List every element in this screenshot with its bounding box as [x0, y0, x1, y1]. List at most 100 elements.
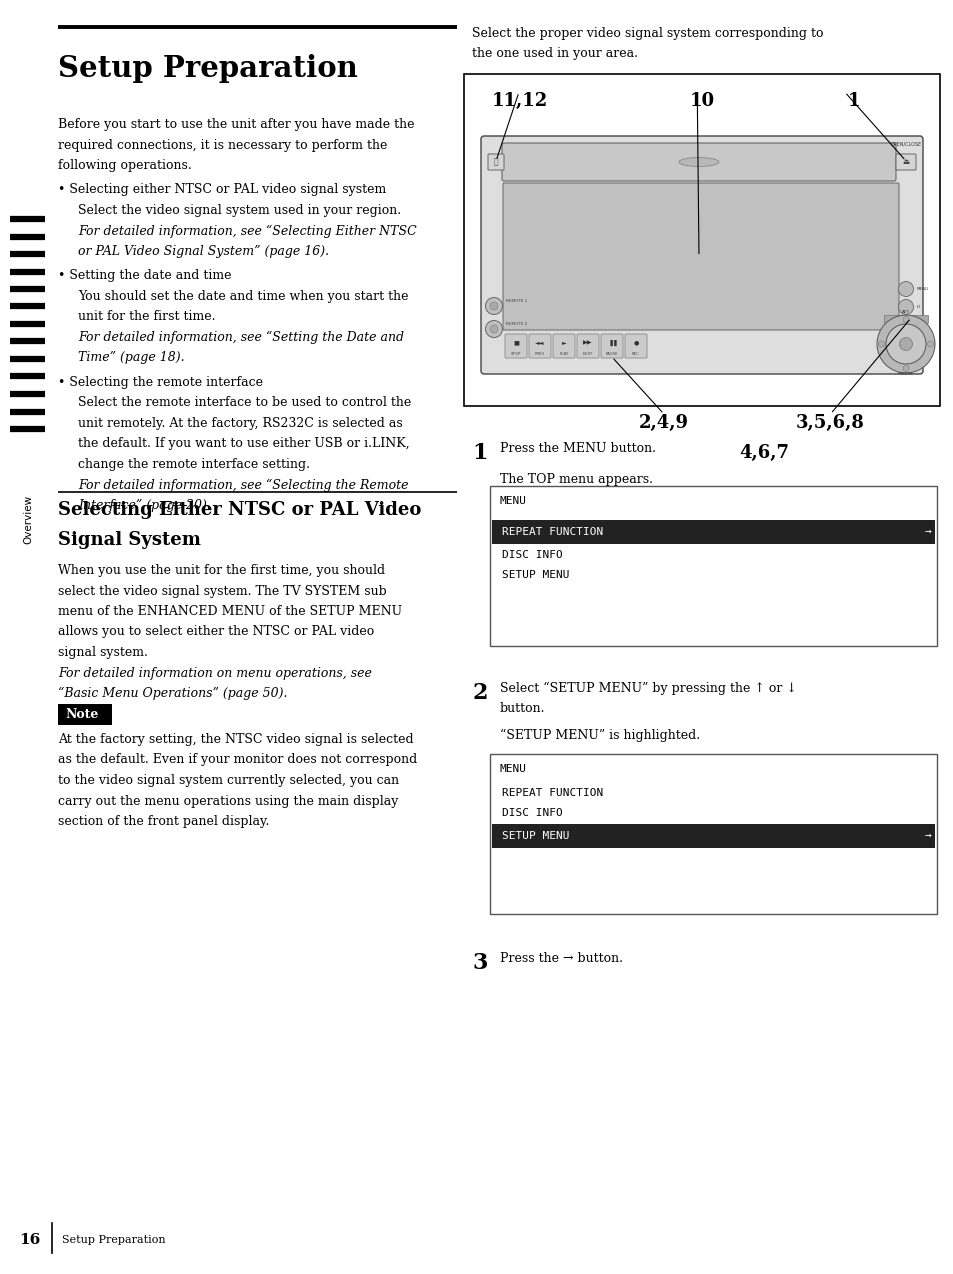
Text: →: →	[923, 527, 930, 538]
Text: required connections, it is necessary to perform the: required connections, it is necessary to…	[58, 139, 387, 152]
Text: REMOTE 2: REMOTE 2	[505, 322, 527, 326]
FancyBboxPatch shape	[577, 334, 598, 358]
Text: “SETUP MENU” is highlighted.: “SETUP MENU” is highlighted.	[499, 729, 700, 743]
Text: The TOP menu appears.: The TOP menu appears.	[499, 473, 652, 485]
Text: STOP: STOP	[510, 352, 520, 355]
Text: button.: button.	[499, 702, 545, 716]
Circle shape	[902, 316, 908, 322]
Text: PLAY: PLAY	[558, 352, 568, 355]
Text: REMOTE 1: REMOTE 1	[505, 299, 527, 303]
Text: signal system.: signal system.	[58, 646, 148, 659]
FancyBboxPatch shape	[553, 334, 575, 358]
Text: ▶▶: ▶▶	[582, 340, 592, 345]
Text: or PAL Video Signal System” (page 16).: or PAL Video Signal System” (page 16).	[78, 245, 329, 259]
Text: select the video signal system. The TV SYSTEM sub: select the video signal system. The TV S…	[58, 585, 386, 598]
Text: OPEN/CLOSE: OPEN/CLOSE	[889, 141, 921, 147]
Circle shape	[878, 341, 883, 347]
Text: →: →	[923, 831, 930, 841]
Text: REC: REC	[632, 352, 639, 355]
Text: to the video signal system currently selected, you can: to the video signal system currently sel…	[58, 775, 398, 787]
Text: ●: ●	[633, 340, 639, 345]
Circle shape	[485, 298, 502, 315]
Text: Interface” (page 20).: Interface” (page 20).	[78, 499, 211, 512]
Text: following operations.: following operations.	[58, 159, 192, 172]
Text: Time” (page 18).: Time” (page 18).	[78, 352, 185, 364]
Text: Note: Note	[65, 708, 98, 721]
Text: ⏏: ⏏	[902, 158, 908, 167]
Text: MENU: MENU	[916, 287, 928, 290]
Text: unit for the first time.: unit for the first time.	[78, 311, 215, 324]
Text: unit remotely. At the factory, RS232C is selected as: unit remotely. At the factory, RS232C is…	[78, 417, 402, 431]
FancyBboxPatch shape	[624, 334, 646, 358]
Ellipse shape	[679, 158, 719, 167]
Text: DISC INFO: DISC INFO	[501, 808, 562, 818]
Text: • Selecting either NTSC or PAL video signal system: • Selecting either NTSC or PAL video sig…	[58, 183, 386, 196]
Text: Overview: Overview	[23, 494, 33, 544]
Text: as the default. Even if your monitor does not correspond: as the default. Even if your monitor doe…	[58, 753, 416, 767]
FancyBboxPatch shape	[600, 334, 622, 358]
Text: allows you to select either the NTSC or PAL video: allows you to select either the NTSC or …	[58, 626, 374, 638]
Text: 3,5,6,8: 3,5,6,8	[795, 414, 864, 432]
Text: ►: ►	[561, 340, 566, 345]
Text: PAUSE: PAUSE	[605, 352, 618, 355]
Text: 2,4,9: 2,4,9	[639, 414, 688, 432]
Circle shape	[876, 315, 934, 373]
Text: When you use the unit for the first time, you should: When you use the unit for the first time…	[58, 564, 385, 577]
Circle shape	[490, 325, 497, 333]
Text: Setup Preparation: Setup Preparation	[58, 54, 357, 83]
Text: MENU: MENU	[499, 764, 526, 775]
FancyBboxPatch shape	[480, 136, 923, 375]
Text: ▐▐: ▐▐	[607, 340, 616, 347]
Text: MENU: MENU	[499, 496, 526, 506]
Text: Signal System: Signal System	[58, 531, 201, 549]
Text: 2: 2	[472, 682, 487, 705]
Text: For detailed information on menu operations, see: For detailed information on menu operati…	[58, 666, 372, 679]
Text: L?: L?	[916, 304, 921, 310]
Text: • Selecting the remote interface: • Selecting the remote interface	[58, 376, 263, 389]
Text: Select “SETUP MENU” by pressing the ↑ or ↓: Select “SETUP MENU” by pressing the ↑ or…	[499, 682, 796, 696]
Text: • Setting the date and time: • Setting the date and time	[58, 270, 232, 283]
Text: PREV: PREV	[535, 352, 544, 355]
Bar	[58, 705, 112, 725]
Text: Selecting Either NTSC or PAL Video: Selecting Either NTSC or PAL Video	[58, 501, 421, 519]
Text: menu of the ENHANCED MENU of the SETUP MENU: menu of the ENHANCED MENU of the SETUP M…	[58, 605, 402, 618]
Text: Select the proper video signal system corresponding to: Select the proper video signal system co…	[472, 27, 822, 39]
Bar	[883, 315, 927, 324]
Text: 11,12: 11,12	[492, 92, 548, 110]
Bar	[490, 485, 936, 646]
Text: the default. If you want to use either USB or i.LINK,: the default. If you want to use either U…	[78, 437, 409, 451]
Text: 16: 16	[19, 1233, 41, 1247]
Circle shape	[885, 324, 925, 364]
Text: REPEAT FUNCTION: REPEAT FUNCTION	[501, 527, 602, 538]
Text: REPEAT FUNCTION: REPEAT FUNCTION	[501, 789, 602, 798]
Text: For detailed information, see “Setting the Date and: For detailed information, see “Setting t…	[78, 331, 403, 344]
Circle shape	[490, 302, 497, 310]
Text: ◄◄: ◄◄	[535, 340, 544, 345]
Text: ⏻: ⏻	[493, 158, 497, 167]
FancyBboxPatch shape	[504, 334, 526, 358]
Text: carry out the menu operations using the main display: carry out the menu operations using the …	[58, 795, 398, 808]
Circle shape	[926, 341, 933, 347]
Text: For detailed information, see “Selecting the Remote: For detailed information, see “Selecting…	[78, 479, 408, 492]
Text: AFT: AFT	[902, 310, 909, 313]
Bar	[463, 74, 939, 406]
Text: At the factory setting, the NTSC video signal is selected: At the factory setting, the NTSC video s…	[58, 733, 414, 747]
Text: Before you start to use the unit after you have made the: Before you start to use the unit after y…	[58, 118, 414, 131]
Circle shape	[898, 282, 913, 297]
Circle shape	[485, 321, 502, 338]
Text: 10: 10	[689, 92, 714, 110]
Text: “Basic Menu Operations” (page 50).: “Basic Menu Operations” (page 50).	[58, 687, 287, 701]
Text: SETUP MENU: SETUP MENU	[501, 569, 569, 580]
Bar	[492, 520, 934, 544]
Text: Press the MENU button.: Press the MENU button.	[499, 442, 656, 455]
Text: section of the front panel display.: section of the front panel display.	[58, 815, 269, 828]
FancyBboxPatch shape	[502, 183, 898, 330]
Circle shape	[899, 338, 911, 350]
Text: You should set the date and time when you start the: You should set the date and time when yo…	[78, 290, 408, 303]
Text: For detailed information, see “Selecting Either NTSC: For detailed information, see “Selecting…	[78, 224, 416, 238]
FancyBboxPatch shape	[501, 143, 895, 181]
Text: the one used in your area.: the one used in your area.	[472, 47, 638, 60]
Text: change the remote interface setting.: change the remote interface setting.	[78, 457, 310, 471]
Text: Select the video signal system used in your region.: Select the video signal system used in y…	[78, 204, 400, 217]
Bar	[492, 824, 934, 848]
